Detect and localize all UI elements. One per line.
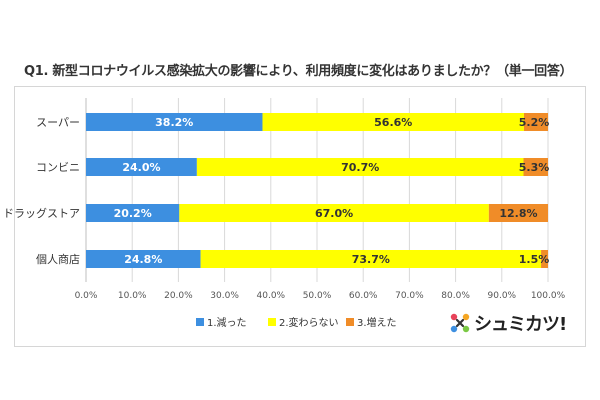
x-tick-label: 50.0% [303,291,332,301]
bar-segment [86,113,263,131]
x-tick-label: 0.0% [75,291,98,301]
x-tick-label: 30.0% [210,291,239,301]
brand-mark-icon [450,313,470,333]
bar-segment [523,113,548,131]
data-label: 38.2% [155,116,193,129]
legend-label: 1.減った [207,316,247,329]
legend-label: 3.増えた [357,316,397,329]
chart-title: Q1. 新型コロナウイルス感染拡大の影響により、利用頻度に変化はありましたか？（… [24,64,573,79]
x-tick-label: 80.0% [441,291,470,301]
bar-segment [262,113,524,131]
data-label: 24.0% [122,161,160,174]
data-label: 5.3% [519,161,550,174]
bar-segment [541,250,548,268]
bar-segment [488,204,548,222]
data-label: 73.7% [352,253,390,266]
bar-segment [523,158,548,176]
data-label: 56.6% [374,116,412,129]
brand-name: シュミカツ! [474,314,567,335]
brand-logo: シュミカツ! [448,310,567,336]
bar-segment [196,158,524,176]
data-label: 1.5% [519,253,550,266]
legend-label: 2.変わらない [279,316,339,329]
x-tick-label: 20.0% [164,291,193,301]
data-label: 24.8% [124,253,162,266]
x-tick-label: 100.0% [531,291,566,301]
bar-segment [200,250,542,268]
x-tick-label: 90.0% [488,291,517,301]
x-tick-label: 60.0% [349,291,378,301]
category-label: 個人商店 [36,252,80,266]
legend-swatch [196,318,204,326]
bar-segment [179,204,489,222]
data-label: 67.0% [315,207,353,220]
x-tick-label: 10.0% [118,291,147,301]
x-tick-label: 70.0% [395,291,424,301]
legend-swatch [268,318,276,326]
data-label: 70.7% [341,161,379,174]
data-label: 12.8% [499,207,537,220]
category-label: スーパー [36,116,80,129]
category-label: コンビニ [36,161,80,174]
bar-segment [86,250,201,268]
data-label: 5.2% [519,116,550,129]
category-label: ドラッグストア [3,206,80,220]
bar-segment [86,158,197,176]
bar-segment [86,204,180,222]
x-tick-label: 40.0% [257,291,286,301]
legend-swatch [346,318,354,326]
data-label: 20.2% [114,207,152,220]
